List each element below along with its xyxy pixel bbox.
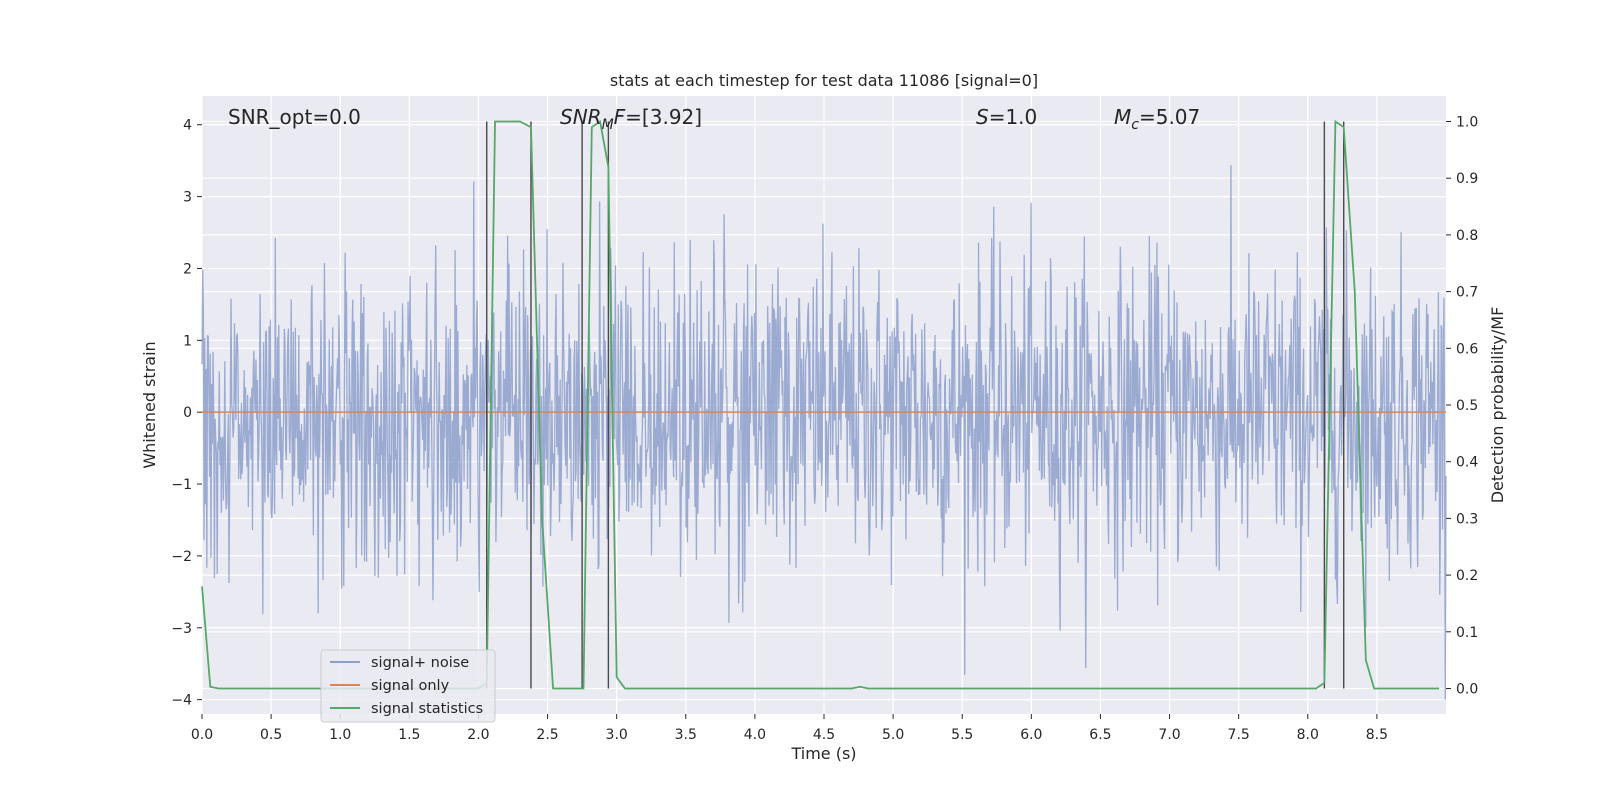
x-tick-label: 7.5 (1228, 727, 1250, 743)
noise-series-group (201, 165, 1447, 700)
legend-frame (320, 649, 496, 723)
y-axis-right-label: Detection probability/MF (1488, 307, 1507, 504)
annotation-snr-mf: SNRMF=[3.92] (560, 105, 702, 133)
x-tick-label: 0.5 (260, 727, 282, 743)
x-tick-label: 8.0 (1297, 727, 1319, 743)
x-tick-label: 6.0 (1020, 727, 1042, 743)
series-signal-statistics-line (201, 119, 1440, 690)
annotation-mc-value: =5.07 (1139, 105, 1200, 129)
annotation-mc-italic: M (1114, 105, 1131, 129)
y-right-tick-label: 0.7 (1456, 285, 1478, 301)
x-tick-label: 8.5 (1366, 727, 1388, 743)
y-right-tick-label: 0.4 (1456, 455, 1478, 471)
series-signal-noise-line (201, 165, 1447, 700)
x-tick-label: 5.5 (951, 727, 973, 743)
x-tick-label: 1.5 (398, 727, 420, 743)
y-right-tick-label: 0.1 (1456, 625, 1478, 641)
annotation-mc-sub: c (1131, 117, 1139, 133)
y-axis-left-label: Whitened strain (140, 341, 159, 468)
y-left-tick-label: −1 (171, 477, 192, 493)
tick-labels: 0.0 0.5 1.0 1.5 2.0 2.5 3.0 3.5 4.0 4.5 5.0 5.5 6.0 6… (171, 115, 1478, 743)
y-right-tick-label: 0.3 (1456, 511, 1478, 527)
annotation-snr-mf-value: =[3.92] (625, 105, 702, 129)
x-tick-label: 1.0 (329, 727, 351, 743)
x-tick-label: 2.5 (536, 727, 558, 743)
annotation-s: S=1.0 (976, 105, 1037, 129)
annotation-snr-mf-italic2: F (614, 105, 626, 129)
y-left-tick-label: 2 (183, 261, 192, 277)
y-left-tick-label: 1 (183, 333, 192, 349)
y-left-tick-label: −4 (171, 693, 192, 709)
x-tick-label: 0.0 (191, 727, 213, 743)
legend-label-signal-noise: signal+ noise (371, 655, 469, 671)
x-tick-label: 3.5 (675, 727, 697, 743)
y-left-tick-label: −2 (171, 549, 192, 565)
y-right-tick-label: 0.9 (1456, 171, 1478, 187)
annotation-snr-mf-sub: M (602, 117, 614, 133)
x-tick-label: 4.5 (813, 727, 835, 743)
legend: signal+ noise signal only signal statist… (320, 649, 496, 723)
y-left-tick-label: 3 (183, 190, 192, 206)
y-right-tick-label: 0.6 (1456, 341, 1478, 357)
legend-label-signal-only: signal only (371, 678, 450, 694)
x-tick-label: 7.0 (1158, 727, 1180, 743)
y-right-tick-label: 0.8 (1456, 228, 1478, 244)
x-tick-label: 6.5 (1089, 727, 1111, 743)
chart-title: stats at each timestep for test data 110… (610, 71, 1038, 90)
annotation-s-italic: S (976, 105, 989, 129)
annotation-snr-opt: SNR_opt=0.0 (228, 105, 361, 129)
y-left-tick-label: 4 (183, 118, 192, 134)
y-right-tick-label: 0.2 (1456, 568, 1478, 584)
annotation-s-value: =1.0 (989, 105, 1038, 129)
legend-label-signal-statistics: signal statistics (371, 701, 483, 717)
x-tick-label: 5.0 (882, 727, 904, 743)
y-right-tick-label: 0.5 (1456, 398, 1478, 414)
x-tick-label: 3.0 (606, 727, 628, 743)
y-right-tick-label: 0.0 (1456, 681, 1478, 697)
y-left-tick-label: 0 (183, 405, 192, 421)
annotation-mc: Mc=5.07 (1114, 105, 1200, 133)
x-axis-label: Time (s) (790, 744, 856, 763)
annotation-snr-mf-italic: SNR (560, 105, 602, 129)
y-left-tick-label: −3 (171, 621, 192, 637)
overlay-group (201, 119, 1446, 690)
x-tick-label: 2.0 (467, 727, 489, 743)
x-tick-label: 4.0 (744, 727, 766, 743)
y-right-tick-label: 1.0 (1456, 115, 1478, 131)
